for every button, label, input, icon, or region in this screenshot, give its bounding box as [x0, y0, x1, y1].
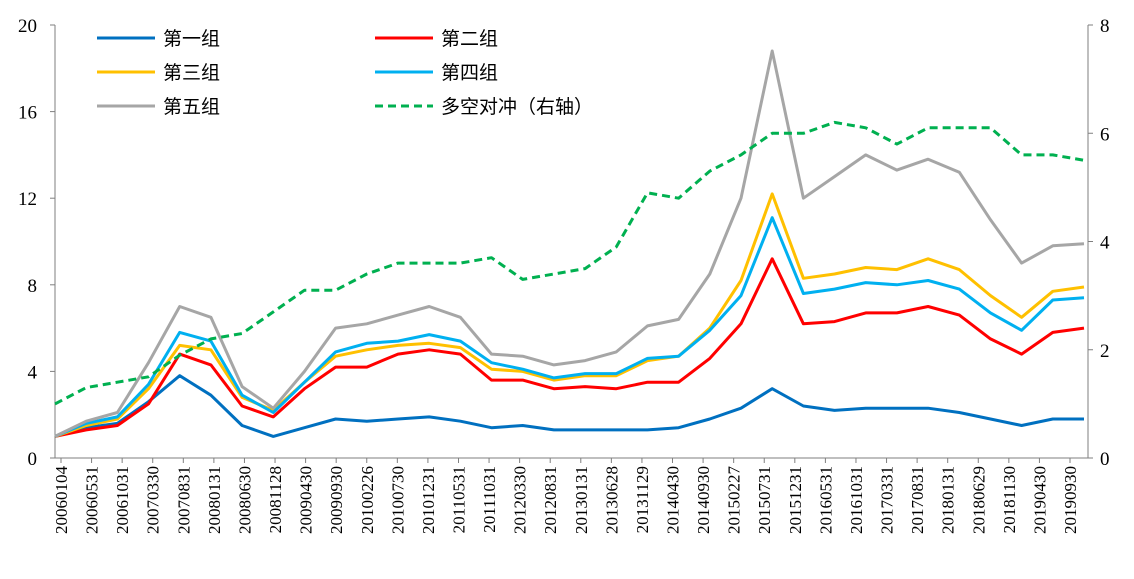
x-tick-label: 20090930	[327, 466, 346, 534]
y2-tick-label: 2	[1100, 341, 1110, 362]
x-tick-label: 20181130	[1000, 466, 1019, 533]
x-tick-label: 20120831	[541, 466, 560, 534]
x-tick-label: 20070330	[144, 466, 163, 534]
legend-item: 第二组	[375, 28, 498, 50]
legend-item: 第三组	[97, 62, 220, 84]
y-tick-label: 8	[28, 276, 38, 297]
x-tick-label: 20101231	[419, 466, 438, 534]
y2-tick-label: 0	[1100, 449, 1110, 470]
series-line	[54, 374, 1084, 438]
x-tick-label: 20161031	[847, 466, 866, 534]
legend-label: 第五组	[163, 96, 220, 118]
y-tick-label: 4	[28, 362, 38, 383]
y2-tick-label: 4	[1100, 233, 1110, 254]
legend-label: 第四组	[441, 62, 498, 84]
legend-item: 第一组	[97, 28, 220, 50]
x-tick-label: 20150227	[725, 466, 744, 535]
x-tick-label: 20140930	[694, 466, 713, 534]
y-tick-label: 20	[18, 16, 37, 37]
series-line	[54, 216, 1085, 438]
legend-label: 第三组	[163, 62, 220, 84]
x-tick-label: 20131129	[633, 466, 652, 533]
y2-tick-label: 6	[1100, 124, 1110, 145]
x-tick-label: 20130628	[602, 466, 621, 534]
x-tick-label: 20080630	[235, 466, 254, 534]
x-tick-label: 20060531	[83, 466, 102, 534]
legend-label: 第二组	[441, 28, 498, 50]
x-tick-label: 20150731	[755, 466, 774, 534]
x-tick-label: 20080131	[205, 466, 224, 534]
x-tick-label: 20180131	[939, 466, 958, 534]
x-tick-label: 20110531	[449, 466, 468, 533]
x-tick-label: 20081128	[266, 466, 285, 533]
x-tick-label: 20180629	[969, 466, 988, 534]
x-tick-label: 20130131	[572, 466, 591, 534]
x-tick-label: 20140430	[664, 466, 683, 534]
series-line	[54, 49, 1085, 438]
legend-item: 多空对冲（右轴）	[375, 96, 593, 118]
legend-label: 第一组	[163, 28, 220, 50]
x-tick-label: 20160531	[816, 466, 835, 534]
x-tick-label: 20070831	[174, 466, 193, 534]
series-lines	[54, 49, 1085, 438]
x-tick-label: 20151231	[786, 466, 805, 534]
legend-item: 第五组	[97, 96, 220, 118]
legend-item: 第四组	[375, 62, 498, 84]
legend-label: 多空对冲（右轴）	[441, 96, 593, 118]
x-tick-label: 20100226	[358, 466, 377, 534]
x-tick-label: 20111031	[480, 466, 499, 533]
x-tick-label: 20170331	[878, 466, 897, 534]
x-tick-label: 20060104	[52, 466, 71, 535]
series-line	[54, 192, 1085, 438]
x-tick-label: 20061031	[113, 466, 132, 534]
x-tick-label: 20100730	[388, 466, 407, 534]
x-tick-label: 20090430	[297, 466, 316, 534]
series-line	[54, 120, 1085, 406]
x-tick-label: 20190430	[1030, 466, 1049, 534]
x-tick-label: 20170831	[908, 466, 927, 534]
x-tick-label: 20190930	[1061, 466, 1080, 534]
x-tick-label: 20120330	[511, 466, 530, 534]
y-tick-label: 12	[18, 189, 37, 210]
y-tick-label: 16	[18, 103, 37, 124]
series-line	[54, 257, 1085, 438]
axes: 0 4 8 12 16 20 0 2 4 6 8 20060104 20060531 20061031 20…	[18, 16, 1110, 534]
y-tick-label: 0	[28, 449, 38, 470]
y2-tick-label: 8	[1100, 16, 1110, 37]
